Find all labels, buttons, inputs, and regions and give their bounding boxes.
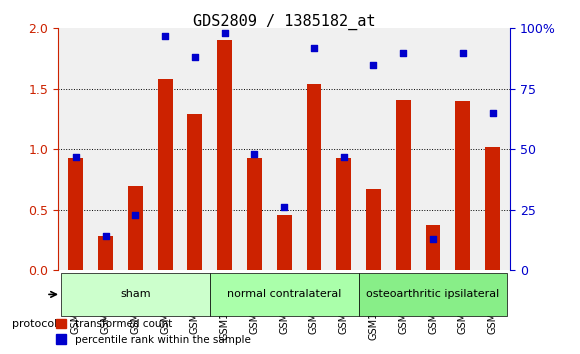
Bar <box>455 101 470 270</box>
Bar <box>426 225 440 270</box>
Bar <box>277 215 292 270</box>
Bar <box>366 189 381 270</box>
Point <box>429 236 438 242</box>
Bar <box>187 114 202 270</box>
Point <box>369 62 378 68</box>
Point <box>161 33 170 39</box>
FancyBboxPatch shape <box>210 273 358 316</box>
Text: normal contralateral: normal contralateral <box>227 290 342 299</box>
Point <box>458 50 467 55</box>
Point <box>280 205 289 210</box>
Point <box>71 154 81 159</box>
FancyBboxPatch shape <box>61 273 210 316</box>
Point <box>220 30 229 36</box>
Bar <box>128 185 143 270</box>
Bar <box>306 84 321 270</box>
Bar <box>485 147 500 270</box>
Text: protocol: protocol <box>12 319 57 329</box>
Text: GDS2809 / 1385182_at: GDS2809 / 1385182_at <box>193 14 375 30</box>
Bar <box>158 79 173 270</box>
Text: sham: sham <box>120 290 151 299</box>
FancyBboxPatch shape <box>358 273 508 316</box>
Point <box>190 55 200 60</box>
Point <box>309 45 318 51</box>
Point <box>250 151 259 157</box>
Point <box>130 212 140 217</box>
Text: osteoarthritic ipsilateral: osteoarthritic ipsilateral <box>367 290 499 299</box>
Point <box>488 110 497 116</box>
Legend: transformed count, percentile rank within the sample: transformed count, percentile rank withi… <box>52 315 255 349</box>
Bar <box>247 158 262 270</box>
Point <box>339 154 349 159</box>
Bar <box>336 158 351 270</box>
Bar <box>218 40 232 270</box>
Bar <box>68 158 84 270</box>
Point <box>101 234 110 239</box>
Bar <box>98 236 113 270</box>
Bar <box>396 100 411 270</box>
Point <box>398 50 408 55</box>
